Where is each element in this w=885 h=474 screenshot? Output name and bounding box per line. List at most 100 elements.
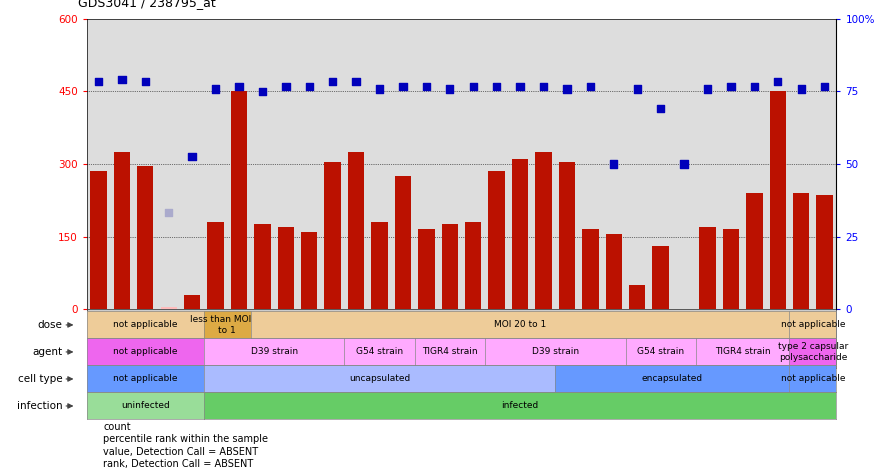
Text: TIGR4 strain: TIGR4 strain — [422, 347, 478, 356]
Bar — [746, 193, 763, 309]
Point — [794, 85, 808, 93]
Text: GSM211679: GSM211679 — [631, 310, 637, 355]
Text: type 2 capsular
polysaccharide: type 2 capsular polysaccharide — [778, 342, 848, 362]
Point — [419, 83, 434, 91]
Point — [138, 78, 152, 86]
Text: uninfected: uninfected — [121, 401, 170, 410]
Point — [536, 83, 550, 91]
Text: GSM211676: GSM211676 — [92, 310, 98, 355]
Bar — [278, 227, 294, 309]
Text: GDS3041 / 238795_at: GDS3041 / 238795_at — [78, 0, 216, 9]
Text: infection: infection — [17, 401, 63, 411]
Bar — [372, 222, 388, 309]
Point — [700, 85, 714, 93]
Bar — [231, 91, 247, 309]
Text: GSM211672: GSM211672 — [397, 310, 403, 355]
Text: G54 strain: G54 strain — [356, 347, 403, 356]
Bar — [723, 229, 739, 309]
Text: not applicable: not applicable — [113, 320, 178, 329]
Bar — [207, 222, 224, 309]
Point — [162, 209, 176, 216]
Text: GSM211692: GSM211692 — [327, 310, 333, 355]
Text: cell type: cell type — [18, 374, 63, 384]
Text: GSM211683: GSM211683 — [186, 310, 192, 355]
Bar — [137, 166, 153, 309]
Text: GSM211668: GSM211668 — [584, 310, 590, 355]
Text: GSM211686: GSM211686 — [749, 310, 754, 355]
Text: GSM211685: GSM211685 — [725, 310, 731, 355]
Point — [256, 88, 270, 95]
Text: D39 strain: D39 strain — [250, 347, 297, 356]
Text: GSM211698: GSM211698 — [257, 310, 263, 355]
Text: GSM211682: GSM211682 — [163, 310, 169, 355]
Bar — [629, 285, 645, 309]
Point — [115, 75, 129, 83]
Text: not applicable: not applicable — [781, 320, 845, 329]
Point — [396, 83, 410, 91]
Point — [185, 153, 199, 161]
Bar — [652, 246, 669, 309]
Text: dose: dose — [37, 320, 63, 330]
Bar — [348, 152, 365, 309]
Point — [279, 83, 293, 91]
Text: G54 strain: G54 strain — [637, 347, 684, 356]
Point — [583, 83, 597, 91]
Bar — [817, 195, 833, 309]
Text: D39 strain: D39 strain — [532, 347, 579, 356]
Point — [747, 83, 761, 91]
Point — [91, 78, 105, 86]
Point — [373, 85, 387, 93]
Bar — [325, 162, 341, 309]
Text: GSM211693: GSM211693 — [772, 310, 778, 355]
Bar — [512, 159, 528, 309]
Bar — [465, 222, 481, 309]
Point — [232, 83, 246, 91]
Text: not applicable: not applicable — [113, 374, 178, 383]
Text: less than MOI 20
to 1: less than MOI 20 to 1 — [189, 315, 265, 335]
Text: GSM211697: GSM211697 — [233, 310, 239, 355]
Text: GSM211694: GSM211694 — [796, 310, 801, 355]
Point — [607, 160, 621, 168]
Text: GSM211671: GSM211671 — [373, 310, 380, 355]
Bar — [489, 171, 504, 309]
Text: GSM211688: GSM211688 — [514, 310, 520, 355]
Text: GSM211696: GSM211696 — [210, 310, 216, 355]
Text: encapsulated: encapsulated — [642, 374, 703, 383]
Text: GSM211681: GSM211681 — [678, 310, 684, 355]
Text: uncapsulated: uncapsulated — [349, 374, 410, 383]
Text: GSM211690: GSM211690 — [280, 310, 286, 355]
Text: percentile rank within the sample: percentile rank within the sample — [103, 434, 268, 445]
Bar — [582, 229, 598, 309]
Point — [489, 83, 504, 91]
Bar — [699, 227, 716, 309]
Bar — [90, 171, 106, 309]
Point — [771, 78, 785, 86]
Text: GSM211678: GSM211678 — [139, 310, 145, 355]
Point — [302, 83, 316, 91]
Bar — [793, 193, 810, 309]
Text: GSM211669: GSM211669 — [608, 310, 614, 355]
Point — [818, 83, 832, 91]
Bar — [160, 307, 177, 309]
Text: value, Detection Call = ABSENT: value, Detection Call = ABSENT — [103, 447, 258, 457]
Bar — [113, 152, 130, 309]
Text: not applicable: not applicable — [781, 374, 845, 383]
Bar — [535, 152, 551, 309]
Point — [442, 85, 457, 93]
Text: infected: infected — [502, 401, 539, 410]
Bar — [184, 294, 200, 309]
Text: GSM211677: GSM211677 — [116, 310, 122, 355]
Bar — [419, 229, 435, 309]
Point — [677, 160, 691, 168]
Text: GSM211689: GSM211689 — [537, 310, 543, 355]
Text: GSM211691: GSM211691 — [304, 310, 309, 355]
Text: GSM211695: GSM211695 — [819, 310, 825, 355]
Bar — [301, 232, 318, 309]
Text: rank, Detection Call = ABSENT: rank, Detection Call = ABSENT — [103, 459, 253, 469]
Bar — [605, 234, 622, 309]
Text: GSM211667: GSM211667 — [561, 310, 567, 355]
Text: GSM211670: GSM211670 — [350, 310, 356, 355]
Point — [349, 78, 363, 86]
Point — [560, 85, 574, 93]
Point — [209, 85, 223, 93]
